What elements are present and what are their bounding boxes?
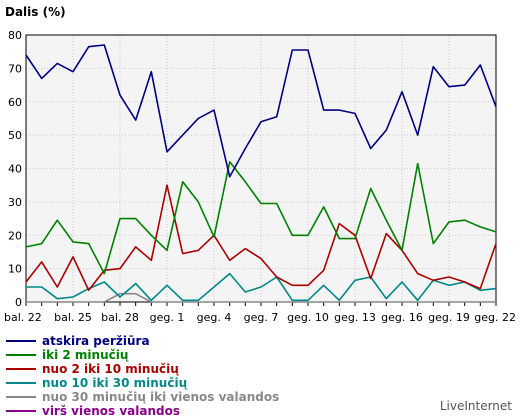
- legend-swatch: [6, 354, 36, 356]
- legend-swatch: [6, 410, 36, 412]
- series-line-2: [25, 184, 497, 292]
- y-tick-label: 10: [8, 263, 22, 276]
- x-tick-label: geg. 19: [428, 311, 470, 324]
- legend-label: nuo 10 iki 30 minučių: [42, 376, 188, 390]
- legend-label: nuo 2 iki 10 minučių: [42, 362, 179, 376]
- legend-swatch: [6, 382, 36, 384]
- legend-swatch: [6, 368, 36, 370]
- legend-label: iki 2 minučių: [42, 348, 129, 362]
- x-tick-label: geg. 22: [474, 311, 516, 324]
- x-tick-label: geg. 7: [244, 311, 279, 324]
- brand-label: LiveInternet: [439, 399, 512, 413]
- legend-label: virš vienos valandos: [42, 404, 181, 418]
- y-tick-label: 0: [15, 296, 22, 309]
- y-tick-label: 80: [8, 29, 22, 42]
- y-tick-label: 50: [8, 129, 22, 142]
- x-tick-label: bal. 22: [4, 311, 42, 324]
- series-line-0: [25, 44, 497, 178]
- legend-swatch: [6, 396, 36, 398]
- x-tick-label: bal. 25: [54, 311, 92, 324]
- series-line-1: [25, 161, 497, 275]
- y-tick-label: 30: [8, 196, 22, 209]
- y-tick-label: 70: [8, 62, 22, 75]
- x-tick-label: bal. 28: [101, 311, 139, 324]
- x-tick-label: geg. 4: [197, 311, 232, 324]
- x-tick-label: geg. 10: [287, 311, 329, 324]
- y-axis-title: Dalis (%): [5, 5, 66, 19]
- series-line-4: [26, 292, 496, 303]
- series-line-3: [26, 272, 497, 302]
- y-tick-label: 40: [8, 163, 22, 176]
- legend-label: atskira peržiūra: [42, 334, 150, 348]
- x-tick-label: geg. 16: [381, 311, 423, 324]
- x-tick-label: geg. 13: [334, 311, 376, 324]
- x-tick-label: geg. 1: [150, 311, 185, 324]
- line-chart: Dalis (%) 0 10 20 30 40 50 60 70 80 bal. 22 bal. 25…: [4, 5, 516, 324]
- legend-swatch: [6, 340, 36, 342]
- legend-label: nuo 30 minučių iki vienos valandos: [42, 390, 280, 404]
- y-tick-label: 60: [8, 96, 22, 109]
- y-tick-label: 20: [8, 229, 22, 242]
